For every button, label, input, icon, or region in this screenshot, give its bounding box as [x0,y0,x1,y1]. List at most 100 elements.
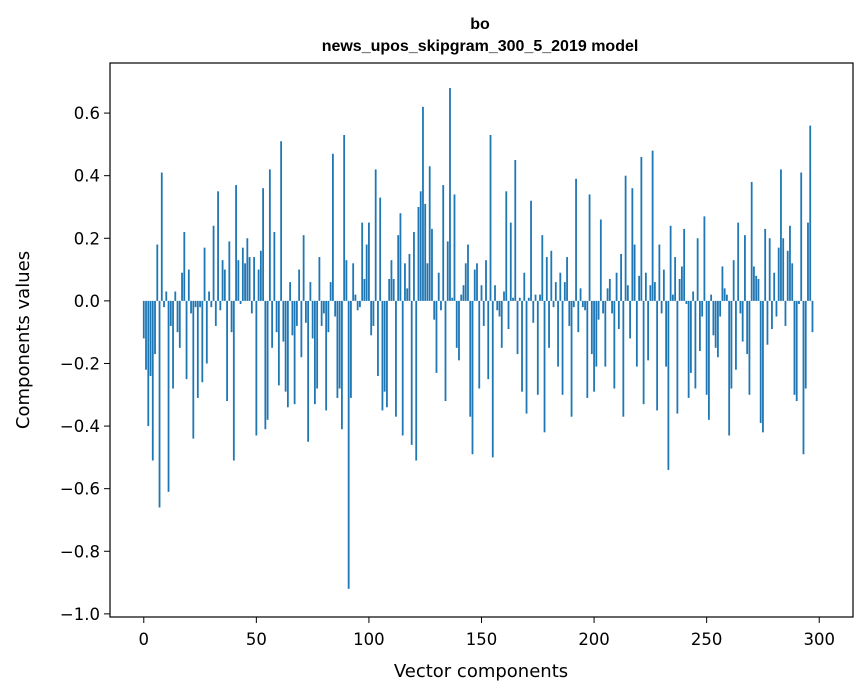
bar [766,300,769,345]
bar [383,300,386,392]
bar [507,300,510,330]
bar [554,282,557,301]
bar [332,153,334,301]
bar [800,172,803,301]
bar [705,300,708,395]
bar [793,300,796,395]
bar [521,300,523,392]
bar [602,300,604,314]
bar [451,297,454,301]
bar [685,300,688,305]
bar [764,228,767,301]
bar [165,291,168,301]
bar [780,169,782,301]
bar [717,300,719,358]
bar [579,288,582,301]
bar [194,300,197,308]
bar [744,235,746,301]
bar [789,225,791,301]
bar [262,188,264,301]
bar [671,294,674,301]
bar [523,272,526,301]
bar [226,300,228,402]
bar [498,300,501,317]
bar [667,300,670,470]
bar [473,269,476,301]
chart-subtitle: news_upos_skipgram_300_5_2019 model [322,38,639,55]
bar [503,291,505,301]
bar [302,235,305,301]
bar [525,300,528,414]
bar [622,300,625,417]
bar [318,257,321,301]
bar [593,300,595,392]
bar [640,156,643,301]
bar [145,300,147,370]
bar [359,300,361,308]
bar [550,250,553,301]
x-tick-label: 250 [691,630,723,649]
bar [437,272,440,301]
x-tick-label: 300 [803,630,835,649]
bar [201,300,204,383]
bar [289,282,292,301]
bar [241,247,244,301]
bar [811,300,814,333]
bar [368,222,370,301]
bar [377,300,379,376]
bar [363,278,366,301]
bar [577,300,580,333]
bar [527,297,530,301]
bar [570,300,573,417]
bar [599,219,602,301]
bar [496,300,499,311]
bar [615,272,618,301]
bar [638,275,641,301]
bar [604,300,607,367]
bar [440,300,442,311]
bar [791,263,794,301]
bar [221,260,224,301]
y-tick-label: 0.6 [74,104,100,123]
bar [701,300,704,317]
bar [721,266,724,301]
bar [156,244,159,301]
bar [608,278,611,301]
bar [809,125,812,301]
bar [174,291,177,301]
bar [469,300,472,417]
bar [771,300,773,330]
bar [338,300,341,389]
bar [629,300,631,339]
bar [239,300,242,305]
bar [390,260,393,301]
bar [345,260,348,301]
bar [723,288,726,301]
bar [559,272,562,301]
bar [534,294,537,301]
bar [203,247,206,301]
bar [568,300,571,326]
bar [453,194,456,301]
bar [300,300,303,358]
bar [464,263,467,301]
bar [532,300,535,323]
bar [273,232,276,301]
bar [536,300,539,395]
bar [196,300,199,398]
chart-title: bo [470,16,490,33]
bar [699,300,701,351]
bar [404,263,406,301]
bar [435,300,438,373]
bar [807,222,809,301]
bar [295,300,298,326]
bar [617,300,620,330]
bar [611,300,613,314]
bar [775,300,778,317]
bar [489,134,492,301]
y-tick-label: −0.8 [60,542,100,561]
bar [341,300,343,430]
bar [282,300,285,342]
bar [613,300,616,389]
